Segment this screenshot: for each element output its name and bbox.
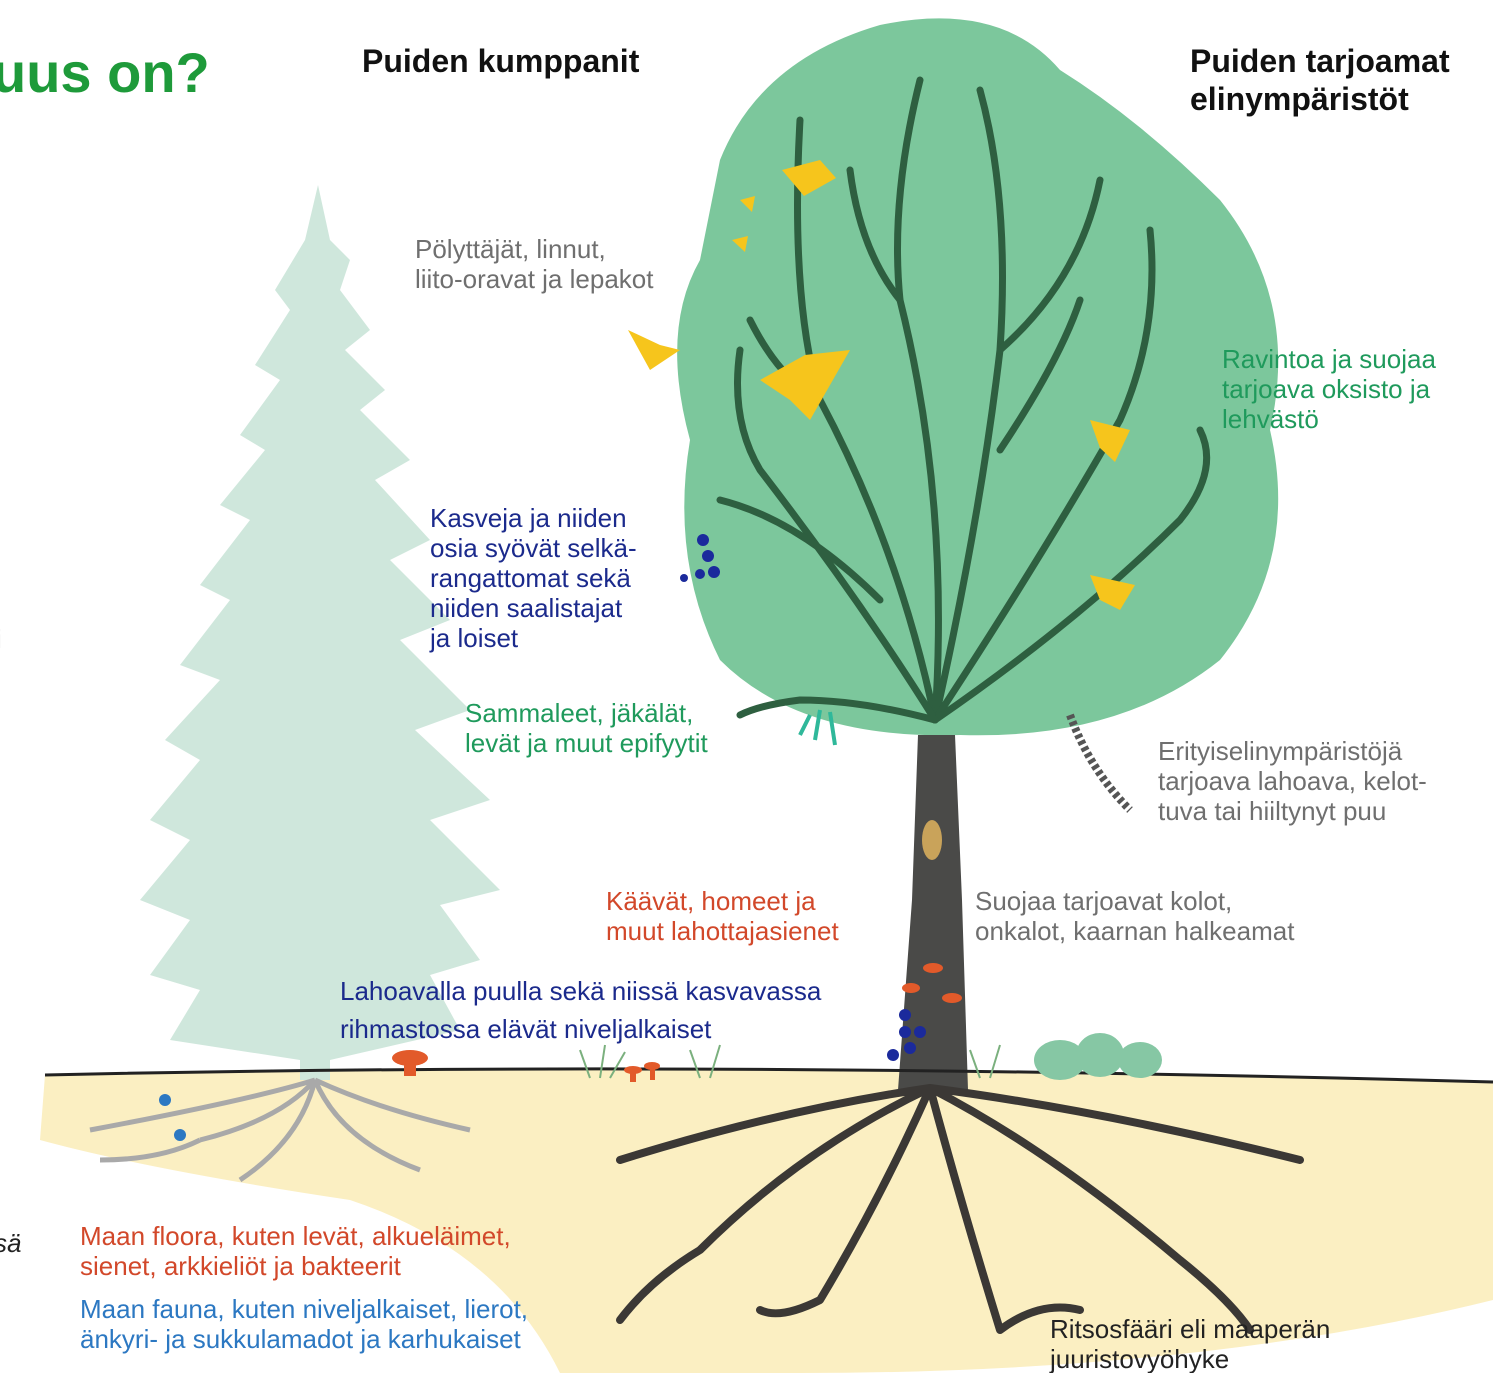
label-line: Suojaa tarjoavat kolot, bbox=[975, 886, 1232, 916]
label-line: juuristovyöhyke bbox=[1049, 1344, 1229, 1373]
label-line: Lahoavalla puulla sekä niissä kasvavassa bbox=[340, 976, 822, 1006]
label-line: änkyri- ja sukkulamadot ja karhukaiset bbox=[80, 1324, 522, 1354]
dead-branch bbox=[1066, 713, 1133, 813]
label-line: tuva tai hiiltynyt puu bbox=[1158, 796, 1386, 826]
tree-hole bbox=[922, 820, 942, 860]
ground-line bbox=[44, 1067, 1493, 1084]
invertebrates bbox=[159, 534, 926, 1141]
label-line: Maan floora, kuten levät, alkueläimet, bbox=[80, 1221, 511, 1251]
label-line: ja loiset bbox=[429, 623, 519, 653]
artwork bbox=[40, 18, 1493, 1373]
label-line: rihmastossa elävät niveljalkaiset bbox=[340, 1014, 712, 1044]
undergrowth bbox=[1034, 1033, 1162, 1080]
heading: elinympäristöt bbox=[1190, 81, 1409, 117]
label-line: osia syövät selkä- bbox=[430, 533, 637, 563]
label-line: Pölyttäjät, linnut, bbox=[415, 234, 606, 264]
label-line: muut lahottajasienet bbox=[606, 916, 839, 946]
label-line: Ravintoa ja suojaa bbox=[1222, 344, 1436, 374]
label-line: liito-oravat ja lepakot bbox=[415, 264, 654, 294]
label-line: levät ja muut epifyytit bbox=[465, 728, 709, 758]
fungi bbox=[392, 963, 962, 1082]
heading: Puiden tarjoamat bbox=[1190, 43, 1450, 79]
label-line: tarjoava oksisto ja bbox=[1222, 374, 1431, 404]
label-line: Maan fauna, kuten niveljalkaiset, lierot… bbox=[80, 1294, 528, 1324]
branches bbox=[716, 76, 1211, 724]
label-line: onkalot, kaarnan halkeamat bbox=[975, 916, 1295, 946]
leaves bbox=[628, 160, 1135, 610]
soil bbox=[40, 1068, 1493, 1373]
label-line: sienet, arkkieliöt ja bakteerit bbox=[80, 1251, 402, 1281]
page-title: uus on? bbox=[0, 41, 210, 104]
label-line: Sammaleet, jäkälät, bbox=[465, 698, 693, 728]
cut-text: sä bbox=[0, 1228, 21, 1258]
roots bbox=[616, 1084, 1304, 1334]
cut-text: i bbox=[0, 624, 2, 654]
label-line: niiden saalistajat bbox=[430, 593, 623, 623]
label-line: rangattomat sekä bbox=[430, 563, 631, 593]
spruce bbox=[140, 185, 500, 1080]
label-line: Ritsosfääri eli maaperän bbox=[1050, 1314, 1330, 1344]
grass bbox=[579, 1044, 1001, 1079]
label-line: Käävät, homeet ja bbox=[606, 886, 816, 916]
label-line: tarjoava lahoava, kelot- bbox=[1158, 766, 1427, 796]
label-line: Erityiselinympäristöjä bbox=[1158, 736, 1403, 766]
label-line: lehvästö bbox=[1222, 404, 1319, 434]
moss bbox=[798, 709, 837, 746]
label-line: Kasveja ja niiden bbox=[430, 503, 627, 533]
heading: Puiden kumppanit bbox=[362, 43, 640, 79]
spruce-roots bbox=[89, 1077, 471, 1183]
labels: Pölyttäjät, linnut,liito-oravat ja lepak… bbox=[80, 234, 1436, 1373]
